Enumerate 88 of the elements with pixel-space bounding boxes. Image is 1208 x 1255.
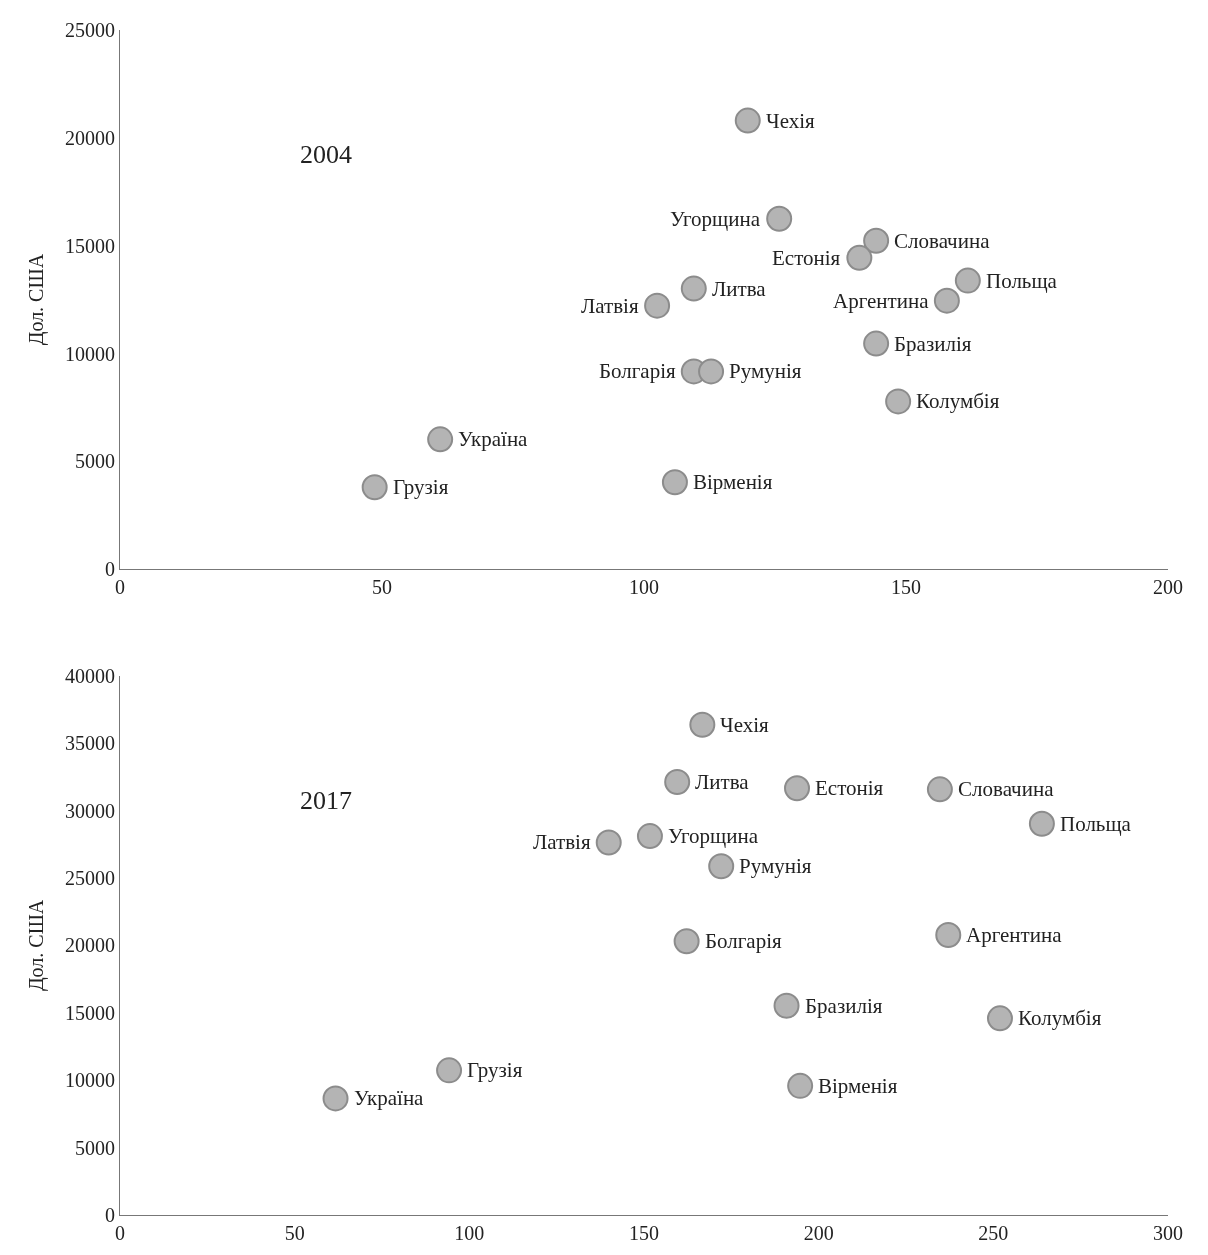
point <box>661 469 688 496</box>
x-tick-label: 150 <box>629 1222 659 1244</box>
x-tick-label: 150 <box>891 576 921 599</box>
point <box>935 922 962 949</box>
data-label: Польща <box>986 269 1058 293</box>
y-tick-label: 0 <box>105 558 115 581</box>
data-label: Чехія <box>720 713 770 737</box>
data-label: Бразилія <box>894 332 972 356</box>
point <box>926 776 953 803</box>
point <box>427 426 454 453</box>
y-tick-label: 25000 <box>65 19 115 41</box>
y-tick-label: 5000 <box>75 1136 115 1159</box>
y-tick-label: 0 <box>105 1204 115 1227</box>
point <box>863 330 890 357</box>
data-label: Угорщина <box>670 207 761 231</box>
point <box>933 287 960 314</box>
y-tick-label: 10000 <box>65 342 115 365</box>
data-label: Аргентина <box>966 923 1063 947</box>
y-axis-title: Дол. США <box>25 899 49 992</box>
point <box>636 823 663 850</box>
data-label: Грузія <box>467 1058 523 1082</box>
point <box>689 711 716 738</box>
data-label: Вірменія <box>818 1074 898 1098</box>
point <box>885 388 912 415</box>
data-label: Польща <box>1060 812 1132 836</box>
data-label: Аргентина <box>833 289 930 313</box>
data-label: Колумбія <box>1018 1006 1102 1030</box>
y-tick-label: 20000 <box>65 126 115 149</box>
data-label: Колумбія <box>916 389 1000 413</box>
point <box>436 1057 463 1084</box>
y-tick-label: 10000 <box>65 1069 115 1092</box>
data-label: Литва <box>712 277 767 301</box>
y-tick-label: 15000 <box>65 1001 115 1024</box>
x-tick-label: 300 <box>1153 1222 1183 1244</box>
point <box>787 1072 814 1099</box>
data-label: Вірменія <box>693 470 773 494</box>
point <box>361 474 388 501</box>
data-label: Болгарія <box>705 929 783 953</box>
data-label: Румунія <box>739 854 812 878</box>
point <box>673 928 700 955</box>
point <box>680 275 707 302</box>
point <box>734 107 761 134</box>
point <box>986 1005 1013 1032</box>
data-label: Словачина <box>958 777 1055 801</box>
point <box>954 267 981 294</box>
point <box>698 358 725 385</box>
data-label: Україна <box>354 1086 425 1110</box>
data-label: Литва <box>695 770 750 794</box>
data-label: Латвія <box>581 294 639 318</box>
annotation: 2004 <box>300 140 352 169</box>
y-tick-label: 40000 <box>65 664 115 687</box>
point <box>1028 810 1055 837</box>
x-tick-label: 100 <box>454 1222 485 1244</box>
point <box>766 205 793 232</box>
point <box>784 775 811 802</box>
y-axis-title: Дол. США <box>25 253 49 346</box>
x-tick-label: 50 <box>284 1222 305 1244</box>
data-label: Словачина <box>894 229 991 253</box>
y-tick-label: 25000 <box>65 867 115 890</box>
point <box>644 292 671 319</box>
point <box>595 829 622 856</box>
point <box>322 1085 349 1112</box>
data-label: Естонія <box>772 246 841 270</box>
x-tick-label: 50 <box>372 576 392 599</box>
y-tick-label: 35000 <box>65 732 115 755</box>
data-label: Латвія <box>533 830 591 854</box>
point <box>708 853 735 880</box>
y-tick-label: 30000 <box>65 799 115 822</box>
data-label: Естонія <box>815 776 884 800</box>
y-tick-label: 5000 <box>75 450 115 473</box>
x-tick-label: 250 <box>978 1222 1009 1244</box>
data-label: Чехія <box>766 109 816 133</box>
data-label: Грузія <box>393 475 449 499</box>
point <box>773 992 800 1019</box>
data-label: Румунія <box>729 359 802 383</box>
x-tick-label: 200 <box>803 1222 834 1244</box>
y-tick-label: 15000 <box>65 234 115 257</box>
data-label: Болгарія <box>599 359 677 383</box>
x-tick-label: 200 <box>1153 576 1183 599</box>
point <box>664 769 691 796</box>
data-label: Угорщина <box>668 824 759 848</box>
data-label: Україна <box>458 427 529 451</box>
x-tick-label: 100 <box>629 576 659 599</box>
y-tick-label: 20000 <box>65 934 115 957</box>
point <box>863 227 890 254</box>
data-label: Бразилія <box>805 994 883 1018</box>
point <box>846 244 873 271</box>
annotation: 2017 <box>300 786 352 815</box>
